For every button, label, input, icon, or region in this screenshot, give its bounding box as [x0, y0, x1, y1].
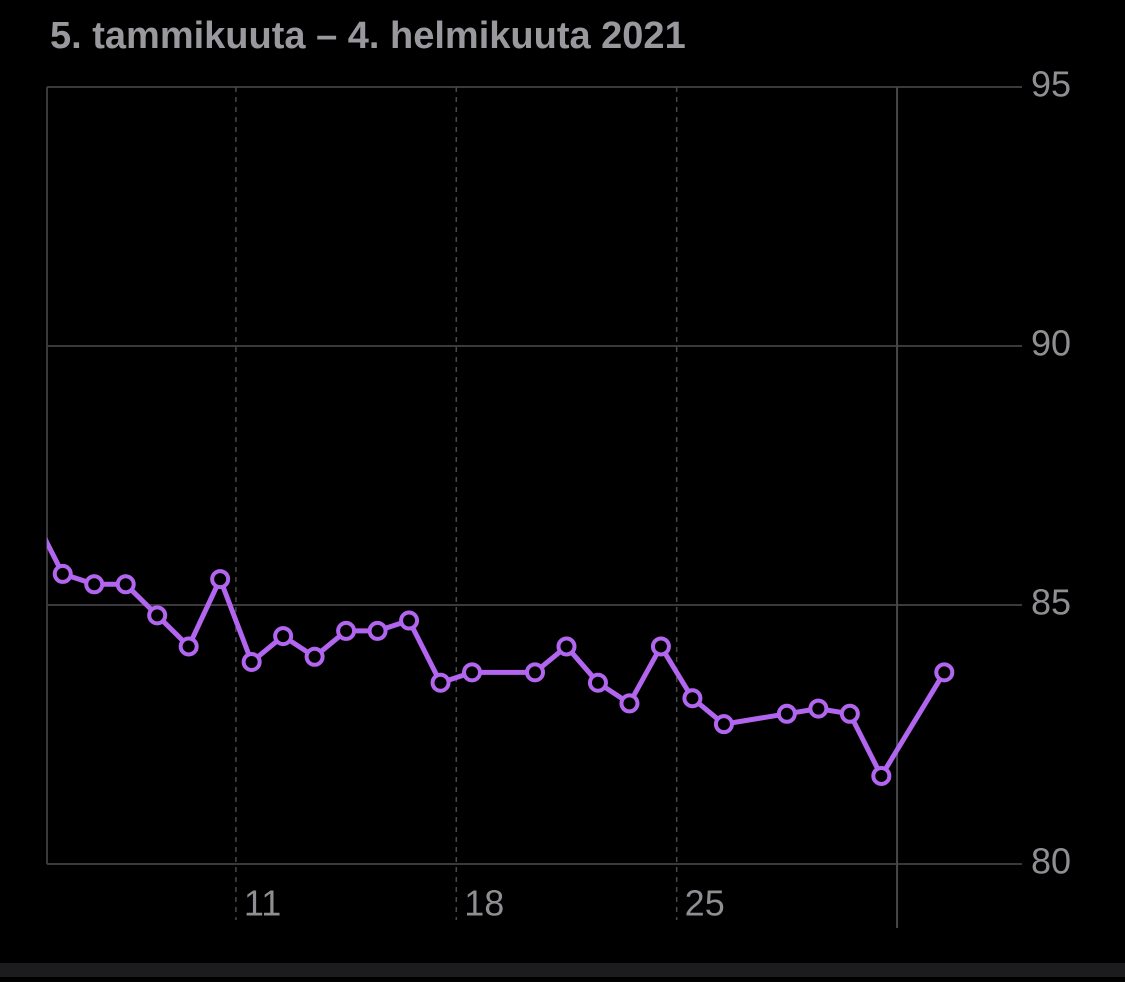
data-point: [525, 662, 545, 683]
data-point: [619, 693, 640, 714]
data-point: [241, 651, 262, 672]
data-point: [52, 563, 73, 584]
series-line: [47, 537, 947, 779]
y-tick-label: 90: [1031, 323, 1071, 364]
data-point: [839, 703, 860, 724]
data-point: [934, 662, 955, 683]
data-point: [210, 569, 231, 590]
data-point: [776, 703, 797, 724]
data-point: [650, 636, 671, 657]
data-point: [336, 620, 357, 641]
data-point: [430, 672, 451, 693]
bottom-bar: [0, 963, 1125, 977]
x-tick-label: 18: [464, 883, 504, 924]
data-point: [808, 698, 829, 719]
data-point: [304, 646, 325, 667]
data-point: [713, 714, 734, 735]
data-point: [682, 688, 703, 709]
data-point: [273, 626, 294, 647]
data-point: [462, 662, 483, 683]
data-point: [556, 636, 577, 657]
y-tick-label: 85: [1031, 582, 1071, 623]
plot-area: [23, 504, 955, 786]
chart-title: 5. tammikuuta – 4. helmikuuta 2021: [50, 15, 686, 57]
data-point: [367, 620, 388, 641]
x-tick-label: 25: [685, 883, 725, 924]
x-tick-label: 11: [244, 883, 281, 924]
data-point: [399, 610, 420, 631]
data-point: [871, 765, 892, 786]
data-point: [115, 574, 136, 595]
data-point: [147, 605, 168, 626]
data-point: [178, 636, 199, 657]
y-tick-label: 80: [1031, 841, 1071, 882]
data-point: [84, 574, 105, 595]
data-point: [587, 672, 608, 693]
data-point: [23, 504, 39, 520]
y-tick-label: 95: [1031, 64, 1071, 105]
